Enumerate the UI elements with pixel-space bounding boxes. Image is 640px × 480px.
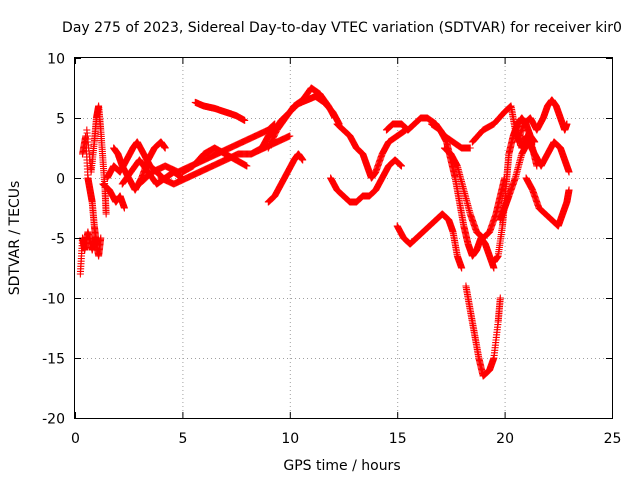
data-point [241,116,249,124]
data-point [565,186,573,194]
y-tick-label: -5 [51,232,65,248]
grid [75,58,612,418]
axis-ticks: 0 5 10 15 20 25 -20 -15 -10 -5 0 5 10 [42,52,621,448]
y-tick-label: -15 [42,352,65,368]
data-point [92,240,100,248]
y-tick-label: 5 [56,112,65,128]
data-point [161,144,169,152]
y-tick-label: -20 [42,412,65,428]
chart-title: Day 275 of 2023, Sidereal Day-to-day VTE… [62,20,622,36]
plot-frame [74,57,613,419]
x-tick-label: 5 [178,431,187,447]
x-tick-label: 10 [281,431,299,447]
data-points [76,84,573,380]
data-point [397,162,405,170]
data-point [490,264,498,272]
data-point [286,132,294,140]
data-point [565,168,573,176]
x-tick-label: 20 [496,431,514,447]
data-point [102,210,110,218]
x-tick-label: 0 [71,431,80,447]
y-tick-label: -10 [42,292,65,308]
y-axis-label: SDTVAR / TECUs [7,181,23,296]
data-point [563,120,571,128]
data-point [331,114,339,122]
data-point [496,294,504,302]
x-tick-label: 15 [389,431,407,447]
data-point [299,156,307,164]
data-point [533,162,541,170]
data-point [466,144,474,152]
x-axis-label: GPS time / hours [283,458,400,474]
x-tick-label: 25 [604,431,622,447]
data-point [458,264,466,272]
y-tick-label: 10 [47,52,65,68]
data-point [243,162,251,170]
data-point [120,204,128,212]
y-tick-label: 0 [56,172,65,188]
